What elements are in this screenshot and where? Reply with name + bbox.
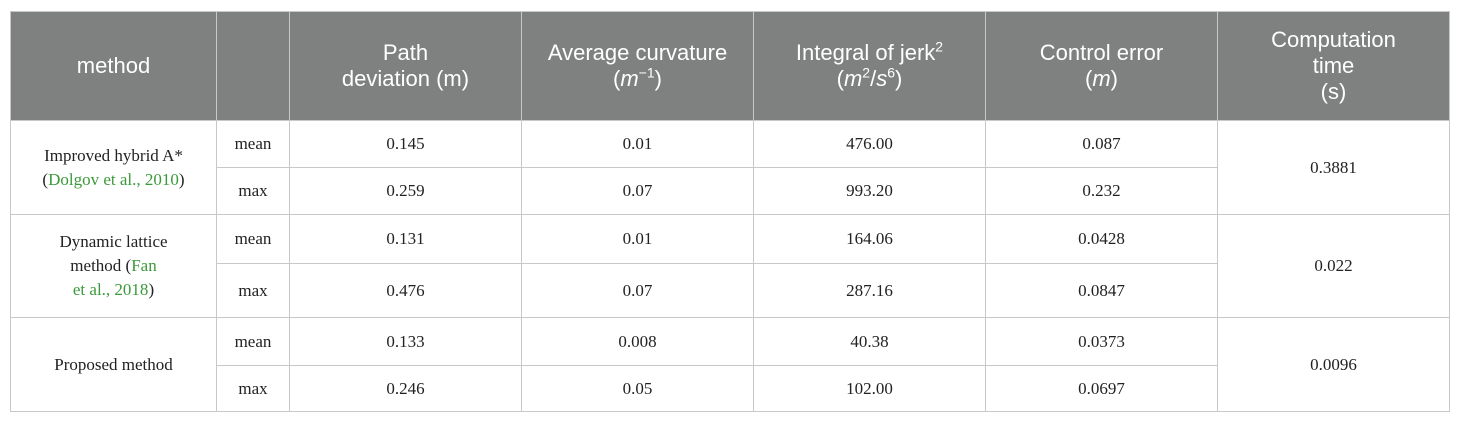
cell-text: time: [1312, 53, 1355, 78]
stat-label: max: [216, 365, 290, 412]
time-cell: 0.0096: [1217, 317, 1450, 412]
time-cell: 0.022: [1217, 214, 1450, 318]
cell-text: (: [1085, 66, 1093, 91]
cell-text: m: [620, 66, 639, 91]
cell-text: /: [870, 66, 877, 91]
value-cell: 0.07: [521, 263, 754, 318]
value-cell: 0.087: [985, 120, 1218, 168]
cell-text: −1: [638, 64, 655, 81]
header-cell: Integral of jerk2 (m2/s6): [753, 11, 986, 121]
value-cell: 0.07: [521, 167, 754, 215]
cell-text: ): [654, 66, 662, 91]
value-cell: 993.20: [753, 167, 986, 215]
value-cell: 0.246: [289, 365, 522, 412]
results-table: method Path deviation (m) Average curvature…: [10, 11, 1450, 412]
table-body: Improved hybrid A* (Dolgov et al., 2010) m…: [10, 120, 1450, 412]
value-cell: 40.38: [753, 317, 986, 366]
cell-text: Improved hybrid A*: [44, 145, 183, 165]
value-cell: 0.0428: [985, 214, 1218, 264]
value-cell: 0.01: [521, 120, 754, 168]
stat-label: mean: [216, 317, 290, 366]
cell-text: Path: [382, 40, 429, 65]
value-cell: 0.008: [521, 317, 754, 366]
cell-text: Dynamic lattice: [59, 232, 168, 251]
cell-text: (s): [1320, 79, 1347, 104]
table-header: method Path deviation (m) Average curvature…: [10, 11, 1450, 121]
value-cell: 0.259: [289, 167, 522, 215]
cell-text: Average curvature (: [547, 40, 728, 91]
cell-text: (: [836, 66, 844, 91]
cell-text: method (: [70, 256, 132, 275]
stat-label: mean: [216, 120, 290, 168]
table-row: Proposed method mean 0.133 0.008 40.38 0.0373…: [10, 317, 1450, 412]
value-cell: 0.0847: [985, 263, 1218, 318]
cell-text: ): [148, 280, 155, 299]
value-cell: 0.145: [289, 120, 522, 168]
value-cell: 0.01: [521, 214, 754, 264]
value-cell: 0.0697: [985, 365, 1218, 412]
value-cell: 164.06: [753, 214, 986, 264]
cell-text: 2: [862, 64, 871, 81]
value-cell: 0.133: [289, 317, 522, 366]
stat-label: max: [216, 263, 290, 318]
value-cell: 476.00: [753, 120, 986, 168]
cell-text: ): [1110, 66, 1118, 91]
cell-text: 6: [887, 64, 896, 81]
table-row: max 0.246 0.05 102.00 0.0697: [11, 365, 1450, 412]
stat-label: mean: [216, 214, 290, 264]
cell-text: Control error: [1039, 40, 1164, 65]
table-row: max 0.476 0.07 287.16 0.0847: [11, 263, 1450, 318]
cell-text: ): [178, 169, 185, 189]
cell-text: s: [876, 66, 888, 91]
header-cell: Path deviation (m): [289, 11, 522, 121]
cell-text: m: [843, 66, 863, 91]
value-cell: 0.05: [521, 365, 754, 412]
cell-text: m: [1092, 66, 1111, 91]
citation: et al., 2018: [72, 280, 149, 299]
cell-text: deviation (m): [341, 66, 470, 91]
value-cell: 0.131: [289, 214, 522, 264]
method-cell: Dynamic lattice method (Fan et al., 2018): [10, 214, 217, 318]
time-cell: 0.3881: [1217, 120, 1450, 215]
header-cell: Computation time (s): [1217, 11, 1450, 121]
cell-text: (: [42, 169, 49, 189]
cell-text: ): [895, 66, 903, 91]
citation: Fan: [131, 256, 157, 275]
header-row: method Path deviation (m) Average curvature…: [10, 11, 1450, 121]
cell-text: method: [76, 53, 151, 78]
value-cell: 102.00: [753, 365, 986, 412]
header-cell: method: [10, 11, 217, 121]
cell-text: Proposed method: [54, 354, 173, 374]
value-cell: 287.16: [753, 263, 986, 318]
cell-text: Integral of jerk: [795, 40, 936, 65]
method-cell: Proposed method: [10, 317, 217, 412]
table-row: Improved hybrid A* (Dolgov et al., 2010) m…: [10, 120, 1450, 215]
cell-text: Computation: [1271, 27, 1396, 52]
header-cell: Average curvature (m−1): [521, 11, 754, 121]
table-row: Dynamic lattice method (Fan et al., 2018) m…: [10, 214, 1450, 318]
value-cell: 0.0373: [985, 317, 1218, 366]
header-cell: [216, 11, 290, 121]
method-cell: Improved hybrid A* (Dolgov et al., 2010): [10, 120, 217, 215]
value-cell: 0.232: [985, 167, 1218, 215]
stat-label: max: [216, 167, 290, 215]
citation: Dolgov et al., 2010: [48, 169, 179, 189]
header-cell: Control error (m): [985, 11, 1218, 121]
cell-text: 2: [935, 38, 944, 55]
value-cell: 0.476: [289, 263, 522, 318]
